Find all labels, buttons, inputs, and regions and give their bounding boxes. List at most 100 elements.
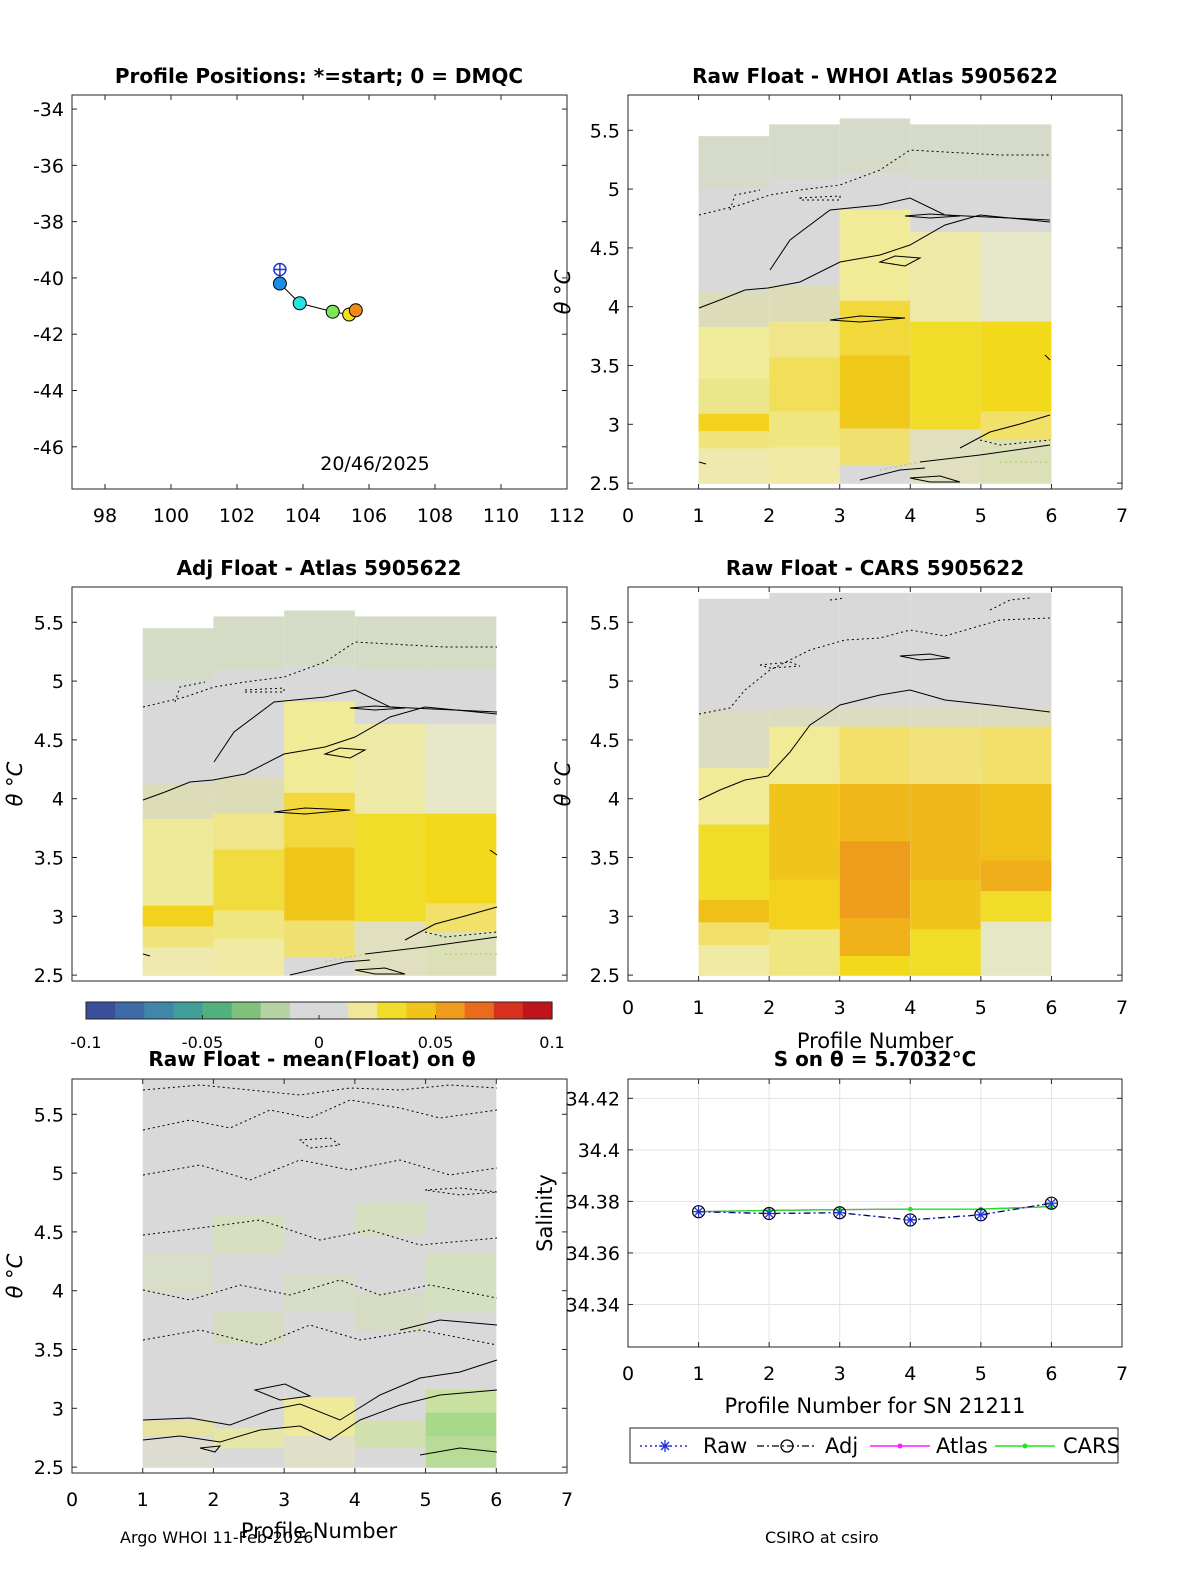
x-tick-label: 6: [1045, 505, 1057, 527]
heatmap-cell: [284, 920, 355, 958]
x-tick-label: 4: [904, 505, 916, 527]
heatmap-cell: [769, 726, 840, 785]
y-tick-label: 4: [608, 297, 620, 319]
legend-adj-marker: [780, 1439, 794, 1453]
colorbar-cell: [508, 1002, 524, 1019]
x-tick-label: 3: [834, 505, 846, 527]
heatmap-cell: [839, 428, 911, 466]
raw-mean-xlabel: Profile Number: [241, 1519, 398, 1543]
x-tick-label: 100: [153, 505, 189, 527]
heatmap-cell: [839, 784, 911, 842]
y-tick-label: 5.5: [34, 612, 64, 634]
x-tick-label: 2: [763, 505, 775, 527]
panel-adj-atlas: Adj Float - Atlas 5905622 2.5 3 3.5 4 4.5 5 5.…: [3, 556, 568, 1052]
y-tick-label: 5: [52, 671, 64, 693]
heatmap-cell: [910, 321, 981, 430]
heatmap-cell: [142, 947, 214, 976]
y-tick-label: -36: [33, 155, 64, 177]
heatmap-cell: [910, 124, 981, 179]
colorbar-tick-label: 0.05: [418, 1033, 454, 1052]
heatmap-cell: [425, 1253, 497, 1313]
colorbar-cell: [333, 1002, 349, 1019]
colorbar-cell: [464, 1002, 480, 1019]
y-tick-label: 3: [608, 906, 620, 928]
colorbar-cell: [420, 1002, 437, 1019]
series-point-raw: [763, 1207, 776, 1220]
legend-adj: Adj: [757, 1434, 858, 1458]
heatmap-cell: [980, 860, 1052, 892]
legend-adj-label: Adj: [825, 1434, 858, 1458]
y-tick-label: 4: [608, 789, 620, 811]
colorbar-cell: [86, 1002, 102, 1019]
x-tick-label: 5: [420, 1489, 432, 1511]
y-tick-label: -40: [33, 268, 64, 290]
x-tick-label: 1: [693, 1363, 705, 1385]
colorbar-cell: [260, 1002, 276, 1019]
y-tick-label: -42: [33, 324, 64, 346]
salinity-xlabel: Profile Number for SN 21211: [724, 1394, 1025, 1418]
raw-mean-ylabel: θ °C: [3, 1253, 27, 1298]
y-tick-label: 5.5: [590, 612, 620, 634]
heatmap-cell: [980, 232, 1052, 323]
heatmap-cell: [213, 670, 285, 779]
adj-atlas-contours: [142, 641, 498, 976]
heatmap-cell: [142, 905, 214, 928]
heatmap-cell: [142, 1436, 214, 1468]
x-tick-label: 3: [834, 1363, 846, 1385]
x-tick-label: 5: [975, 997, 987, 1019]
y-tick-label: 4.5: [590, 730, 620, 752]
x-tick-label: 0: [66, 1489, 78, 1511]
heatmap-cell: [839, 841, 911, 919]
colorbar-cell: [406, 1002, 422, 1019]
heatmap-cell: [425, 813, 497, 904]
heatmap-cell: [213, 1311, 285, 1344]
colorbar-cell: [362, 1002, 378, 1019]
heatmap-cell: [980, 124, 1052, 179]
heatmap-cell: [769, 285, 840, 323]
x-tick-label: 2: [763, 997, 775, 1019]
x-tick-label: 4: [904, 1363, 916, 1385]
x-tick-label: 0: [622, 1363, 634, 1385]
heatmap-cell: [839, 726, 911, 785]
panel-positions: Profile Positions: *=start; 0 = DMQC 98 1…: [33, 64, 585, 527]
heatmap-cell: [284, 792, 355, 849]
heatmap-cell: [425, 1389, 497, 1414]
salinity-title: S on θ = 5.7032°C: [774, 1047, 977, 1071]
y-tick-label: 5: [52, 1163, 64, 1185]
heatmap-cell: [213, 813, 285, 851]
x-tick-label: 1: [693, 997, 705, 1019]
y-tick-label: 3.5: [590, 848, 620, 870]
x-tick-label: 6: [490, 1489, 502, 1511]
y-tick-label: 5: [608, 671, 620, 693]
positions-axes: [71, 94, 568, 490]
y-tick-label: -44: [33, 381, 64, 403]
raw-whoi-axes: [627, 94, 1123, 490]
colorbar-cell: [493, 1002, 509, 1019]
x-tick-label: 0: [622, 997, 634, 1019]
heatmap-cell: [698, 413, 770, 432]
footer-left: Argo WHOI 11-Feb-2026: [120, 1528, 313, 1547]
heatmap-cell: [980, 321, 1052, 412]
salinity-plot-bg: [628, 1079, 1122, 1347]
x-tick-label: 7: [561, 1489, 573, 1511]
heatmap-cell: [910, 592, 981, 709]
heatmap-cell: [213, 777, 285, 815]
heatmap-cell: [910, 726, 981, 785]
colorbar-cell: [246, 1002, 262, 1019]
heatmap-cell: [213, 616, 285, 671]
x-tick-label: 6: [1045, 1363, 1057, 1385]
legend-cars-marker: [1022, 1443, 1028, 1449]
x-tick-label: 2: [207, 1489, 219, 1511]
series-point-cars: [908, 1206, 913, 1212]
heatmap-cell: [142, 818, 214, 907]
y-tick-label: -46: [33, 437, 64, 459]
x-tick-label: 5: [975, 505, 987, 527]
heatmap-cell: [142, 784, 214, 820]
colorbar-cell: [522, 1002, 539, 1019]
footer-right: CSIRO at csiro: [765, 1528, 879, 1547]
heatmap-cell: [354, 1203, 426, 1235]
heatmap-cell: [910, 929, 981, 976]
raw-cars-title: Raw Float - CARS 5905622: [726, 556, 1024, 580]
heatmap-cell: [769, 124, 840, 179]
